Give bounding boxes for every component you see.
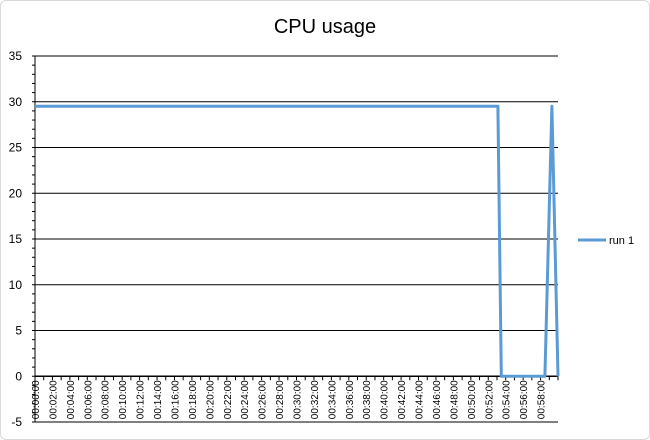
x-tick-label: 00:08:00: [101, 380, 112, 419]
x-tick-label: 00:18:00: [188, 380, 199, 419]
y-tick-label: 5: [15, 324, 22, 338]
x-tick-label: 00:56:00: [519, 380, 530, 419]
x-tick-label: 00:32:00: [310, 380, 321, 419]
x-tick-label: 00:02:00: [48, 380, 59, 419]
x-tick-label: 00:04:00: [66, 380, 77, 419]
x-tick-label: 00:36:00: [345, 380, 356, 419]
y-tick-label: 25: [9, 141, 23, 155]
y-tick-label: 20: [9, 186, 23, 200]
x-tick-label: 00:10:00: [118, 380, 129, 419]
x-tick-label: 00:38:00: [362, 380, 373, 419]
x-tick-label: 00:16:00: [170, 380, 181, 419]
x-tick-label: 00:26:00: [258, 380, 269, 419]
x-tick-label: 00:34:00: [327, 380, 338, 419]
legend-label: run 1: [609, 235, 634, 247]
series-line-run-1: [35, 104, 560, 378]
x-tick-label: 00:46:00: [432, 380, 443, 419]
x-tick-label: 00:22:00: [223, 380, 234, 419]
x-tick-label: 00:48:00: [449, 380, 460, 419]
x-tick-label: 00:06:00: [83, 380, 94, 419]
y-tick-label: -5: [11, 415, 22, 429]
x-tick-label: 00:20:00: [205, 380, 216, 419]
x-tick-label: 00:28:00: [275, 380, 286, 419]
x-tick-label: 00:42:00: [397, 380, 408, 419]
y-tick-label: 0: [15, 369, 22, 383]
x-tick-label: 00:44:00: [415, 380, 426, 419]
x-tick-label: 00:24:00: [240, 380, 251, 419]
y-tick-label: 30: [9, 95, 23, 109]
x-tick-label: 00:00:00: [31, 380, 42, 419]
y-tick-label: 10: [9, 278, 23, 292]
x-tick-label: 00:30:00: [293, 380, 304, 419]
x-tick-label: 00:54:00: [502, 380, 513, 419]
x-tick-label: 00:58:00: [537, 380, 548, 419]
x-tick-label: 00:50:00: [467, 380, 478, 419]
y-tick-label: 15: [9, 232, 23, 246]
chart-title: CPU usage: [274, 16, 376, 38]
y-tick-label: 35: [9, 49, 23, 63]
x-tick-label: 00:12:00: [136, 380, 147, 419]
x-tick-label: 00:40:00: [380, 380, 391, 419]
x-tick-label: 00:52:00: [484, 380, 495, 419]
x-tick-label: 00:14:00: [153, 380, 164, 419]
